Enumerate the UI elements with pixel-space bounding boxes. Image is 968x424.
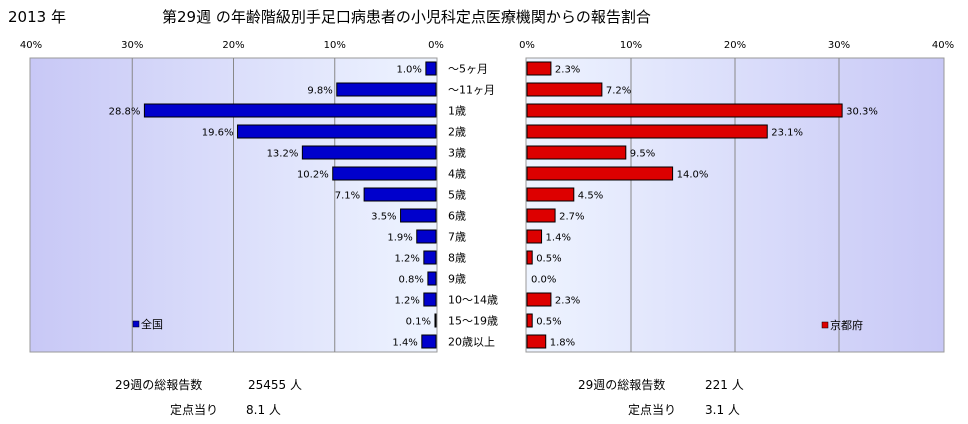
category-label: 15～19歳 xyxy=(448,315,498,328)
bar-left xyxy=(427,271,437,286)
tick-label-right: 30% xyxy=(828,40,850,51)
category-label: 4歳 xyxy=(448,168,466,181)
right-series-bars: 2.3% 7.2% 30.3% 23.1% 9.5% 14.0% 4.5% 2.7% 1.4% 0… xyxy=(526,61,878,349)
legend-label-right: 京都府 xyxy=(830,318,863,332)
left-per-label: 定点当り xyxy=(170,402,218,417)
category-label: 9歳 xyxy=(448,273,466,286)
data-label-left: 13.2% xyxy=(267,149,299,160)
legend-swatch-left xyxy=(132,320,140,328)
data-label-left: 10.2% xyxy=(297,170,329,181)
data-label-right: 2.3% xyxy=(555,65,580,76)
data-label-right: 2.7% xyxy=(559,212,584,223)
bar-right xyxy=(526,292,552,307)
data-label-left: 7.1% xyxy=(335,191,360,202)
data-label-left: 1.9% xyxy=(387,233,412,244)
left-per-value: 8.1 人 xyxy=(246,403,281,417)
data-label-left: 9.8% xyxy=(307,86,332,97)
bar-left xyxy=(423,292,437,307)
category-label: 1歳 xyxy=(448,105,466,118)
bar-right xyxy=(526,124,768,139)
data-label-left: 1.4% xyxy=(392,338,417,349)
tick-label-left: 30% xyxy=(121,40,143,51)
bar-right xyxy=(526,61,552,76)
data-label-left: 19.6% xyxy=(202,128,234,139)
data-label-left: 3.5% xyxy=(371,212,396,223)
data-label-left: 1.2% xyxy=(394,254,419,265)
bar-right xyxy=(526,103,843,118)
data-label-right: 1.8% xyxy=(550,338,575,349)
bar-left xyxy=(423,250,437,265)
tick-label-right: 10% xyxy=(620,40,642,51)
left-total-value: 25455 人 xyxy=(248,378,302,392)
bar-left xyxy=(416,229,437,244)
category-label: ～5ヶ月 xyxy=(448,63,488,76)
bar-left xyxy=(421,334,437,349)
bar-left xyxy=(400,208,437,223)
bar-left xyxy=(301,145,437,160)
data-label-left: 28.8% xyxy=(109,107,141,118)
category-label: 6歳 xyxy=(448,210,466,223)
tick-label-left: 10% xyxy=(324,40,346,51)
tick-label-right: 20% xyxy=(724,40,746,51)
bar-right xyxy=(526,166,674,181)
data-label-left: 1.2% xyxy=(394,296,419,307)
category-label: 20歳以上 xyxy=(448,336,495,349)
bar-left xyxy=(336,82,437,97)
category-label: 7歳 xyxy=(448,231,466,244)
bar-left xyxy=(143,103,437,118)
category-label: 3歳 xyxy=(448,147,466,160)
category-label: 2歳 xyxy=(448,126,466,139)
tick-label-right: 0% xyxy=(519,40,535,51)
bar-right xyxy=(526,187,575,202)
category-label: 8歳 xyxy=(448,252,466,265)
right-total-value: 221 人 xyxy=(705,378,744,392)
left-series-bars: 1.0% 9.8% 28.8% 19.6% 13.2% 10.2% 7.1% 3.5% 1.9%… xyxy=(109,61,437,349)
bar-right xyxy=(526,82,603,97)
data-label-left: 0.1% xyxy=(406,317,431,328)
bar-right xyxy=(526,250,533,265)
right-axis-ticks: 0% 10% 20% 30% 40% xyxy=(519,40,954,51)
bar-right xyxy=(526,145,627,160)
data-label-right: 4.5% xyxy=(578,191,603,202)
right-per-value: 3.1 人 xyxy=(705,403,740,417)
data-label-right: 2.3% xyxy=(555,296,580,307)
left-axis-ticks: 0% 10% 20% 30% 40% xyxy=(20,40,444,51)
category-labels: ～5ヶ月 ～11ヶ月 1歳 2歳 3歳 4歳 5歳 6歳 7歳 8歳 9歳 10～14歳 15～19歳 2… xyxy=(448,63,498,349)
bar-right xyxy=(526,334,547,349)
right-per-label: 定点当り xyxy=(628,402,676,417)
year-label: 2013 年 xyxy=(8,8,66,26)
legend-swatch-right xyxy=(821,321,829,329)
category-label: 5歳 xyxy=(448,189,466,202)
category-label: 10～14歳 xyxy=(448,294,498,307)
bar-right xyxy=(526,313,533,328)
tick-label-right: 40% xyxy=(932,40,954,51)
data-label-right: 1.4% xyxy=(546,233,571,244)
tick-label-left: 40% xyxy=(20,40,42,51)
data-label-right: 7.2% xyxy=(606,86,631,97)
bar-left xyxy=(237,124,437,139)
tick-label-left: 0% xyxy=(428,40,444,51)
chart-title: 第29週 の年齢階級別手足口病患者の小児科定点医療機関からの報告割合 xyxy=(162,8,651,26)
data-label-left: 1.0% xyxy=(396,65,421,76)
data-label-right: 0.5% xyxy=(536,254,561,265)
bar-right xyxy=(526,229,543,244)
right-total-label: 29週の総報告数 xyxy=(578,377,665,392)
bar-left xyxy=(425,61,437,76)
data-label-right: 30.3% xyxy=(846,107,878,118)
bar-left xyxy=(332,166,437,181)
data-label-left: 0.8% xyxy=(398,275,423,286)
data-label-right: 23.1% xyxy=(771,128,803,139)
category-label: ～11ヶ月 xyxy=(448,84,495,97)
bar-left xyxy=(434,313,437,328)
data-label-right: 0.5% xyxy=(536,317,561,328)
data-label-right: 14.0% xyxy=(677,170,709,181)
left-total-label: 29週の総報告数 xyxy=(115,377,202,392)
data-label-right: 0.0% xyxy=(531,275,556,286)
bar-left xyxy=(363,187,437,202)
bar-right xyxy=(526,208,556,223)
data-label-right: 9.5% xyxy=(630,149,655,160)
legend-label-left: 全国 xyxy=(141,317,163,331)
tick-label-left: 20% xyxy=(222,40,244,51)
